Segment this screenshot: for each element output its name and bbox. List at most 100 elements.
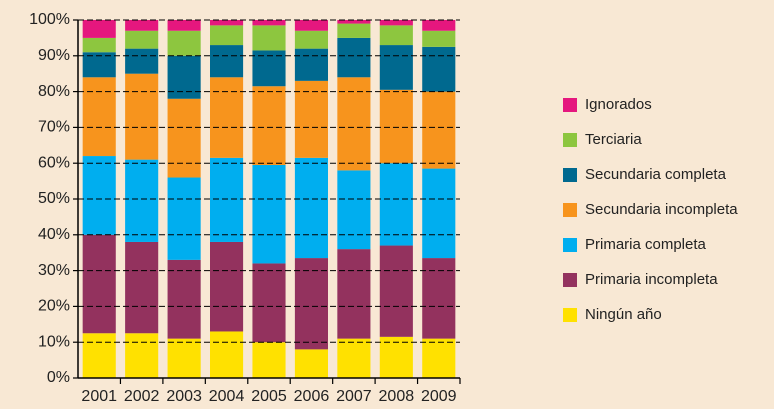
x-tick-label: 2002	[124, 388, 160, 405]
bar-segment	[337, 338, 371, 378]
bar-segment	[294, 80, 328, 158]
bar-segment	[82, 156, 116, 235]
bar-segment	[82, 20, 116, 38]
y-tick-label: 0%	[47, 369, 70, 386]
x-tick-label: 2009	[421, 388, 457, 405]
bar-segment	[167, 98, 201, 178]
legend-swatch	[563, 308, 577, 322]
bar-segment	[294, 157, 328, 259]
legend-label: Terciaria	[585, 131, 642, 148]
bar-segment	[379, 245, 413, 337]
bar-segment	[379, 336, 413, 378]
y-tick-label: 40%	[38, 226, 70, 243]
x-tick-label: 2007	[336, 388, 372, 405]
bar-segment	[252, 263, 286, 343]
legend-swatch	[563, 98, 577, 112]
bar-segment	[337, 23, 371, 38]
bar-segment	[252, 25, 286, 51]
legend-label: Secundaria incompleta	[585, 201, 738, 218]
bar-segment	[210, 331, 244, 378]
bar-segment	[125, 73, 159, 160]
x-tick-label: 2004	[209, 388, 245, 405]
bar-segment	[252, 86, 286, 165]
bar-segment	[210, 45, 244, 78]
legend-swatch	[563, 168, 577, 182]
bar-segment	[252, 164, 286, 264]
bar-segment	[337, 20, 371, 24]
y-tick-label: 10%	[38, 333, 70, 350]
x-tick-label: 2006	[294, 388, 330, 405]
x-tick-label: 2001	[81, 388, 117, 405]
bar-segment	[252, 342, 286, 378]
bar-segment	[422, 20, 456, 31]
bar-segment	[125, 241, 159, 334]
bar-segment	[125, 333, 159, 378]
bar-segment	[167, 20, 201, 31]
y-tick-label: 100%	[29, 11, 70, 28]
bar-segment	[379, 163, 413, 246]
y-tick-label: 20%	[38, 298, 70, 315]
x-tick-label: 2003	[166, 388, 202, 405]
legend-swatch	[563, 238, 577, 252]
y-tick-label: 80%	[38, 83, 70, 100]
bar-segment	[422, 168, 456, 259]
bar-segment	[167, 30, 201, 56]
y-tick-label: 50%	[38, 190, 70, 207]
legend-swatch	[563, 203, 577, 217]
bar-segment	[125, 48, 159, 74]
bar-segment	[125, 30, 159, 49]
y-tick-label: 70%	[38, 119, 70, 136]
bar-segment	[167, 338, 201, 378]
bar-segment	[422, 258, 456, 339]
bar-segment	[294, 20, 328, 31]
x-tick-label: 2008	[379, 388, 415, 405]
bar-segment	[82, 37, 116, 53]
bar-segment	[82, 333, 116, 378]
bar-segment	[422, 91, 456, 169]
bar-segment	[294, 349, 328, 378]
bar-segment	[337, 37, 371, 78]
bar-segment	[167, 259, 201, 339]
x-tick-label: 2005	[251, 388, 287, 405]
legend-label: Primaria completa	[585, 236, 707, 253]
legend-label: Secundaria completa	[585, 166, 727, 183]
legend-label: Ningún año	[585, 306, 662, 323]
bar-segment	[294, 48, 328, 81]
legend-label: Ignorados	[585, 96, 652, 113]
legend-swatch	[563, 133, 577, 147]
bar-segment	[379, 45, 413, 90]
bar-segment	[82, 77, 116, 157]
bar-segment	[337, 170, 371, 250]
bar-segment	[379, 89, 413, 164]
bar-segment	[422, 338, 456, 378]
legend-label: Primaria incompleta	[585, 271, 718, 288]
bar-segment	[210, 157, 244, 242]
bar-segment	[337, 77, 371, 171]
bars	[82, 20, 456, 378]
bar-segment	[379, 25, 413, 46]
bar-segment	[167, 177, 201, 260]
bar-segment	[422, 30, 456, 47]
bar-segment	[210, 241, 244, 332]
bar-segment	[82, 234, 116, 334]
y-tick-label: 60%	[38, 154, 70, 171]
bar-segment	[294, 30, 328, 49]
bar-segment	[294, 258, 328, 350]
y-tick-label: 30%	[38, 262, 70, 279]
y-tick-label: 90%	[38, 47, 70, 64]
bar-segment	[167, 55, 201, 99]
bar-segment	[210, 20, 244, 26]
bar-segment	[422, 46, 456, 92]
bar-segment	[252, 50, 286, 87]
bar-segment	[125, 159, 159, 242]
bar-segment	[125, 20, 159, 31]
bar-segment	[82, 52, 116, 78]
bar-segment	[379, 20, 413, 26]
bar-segment	[337, 249, 371, 339]
grid	[78, 19, 460, 343]
bar-segment	[210, 25, 244, 46]
legend-swatch	[563, 273, 577, 287]
bar-segment	[210, 77, 244, 158]
bar-segment	[252, 20, 286, 26]
